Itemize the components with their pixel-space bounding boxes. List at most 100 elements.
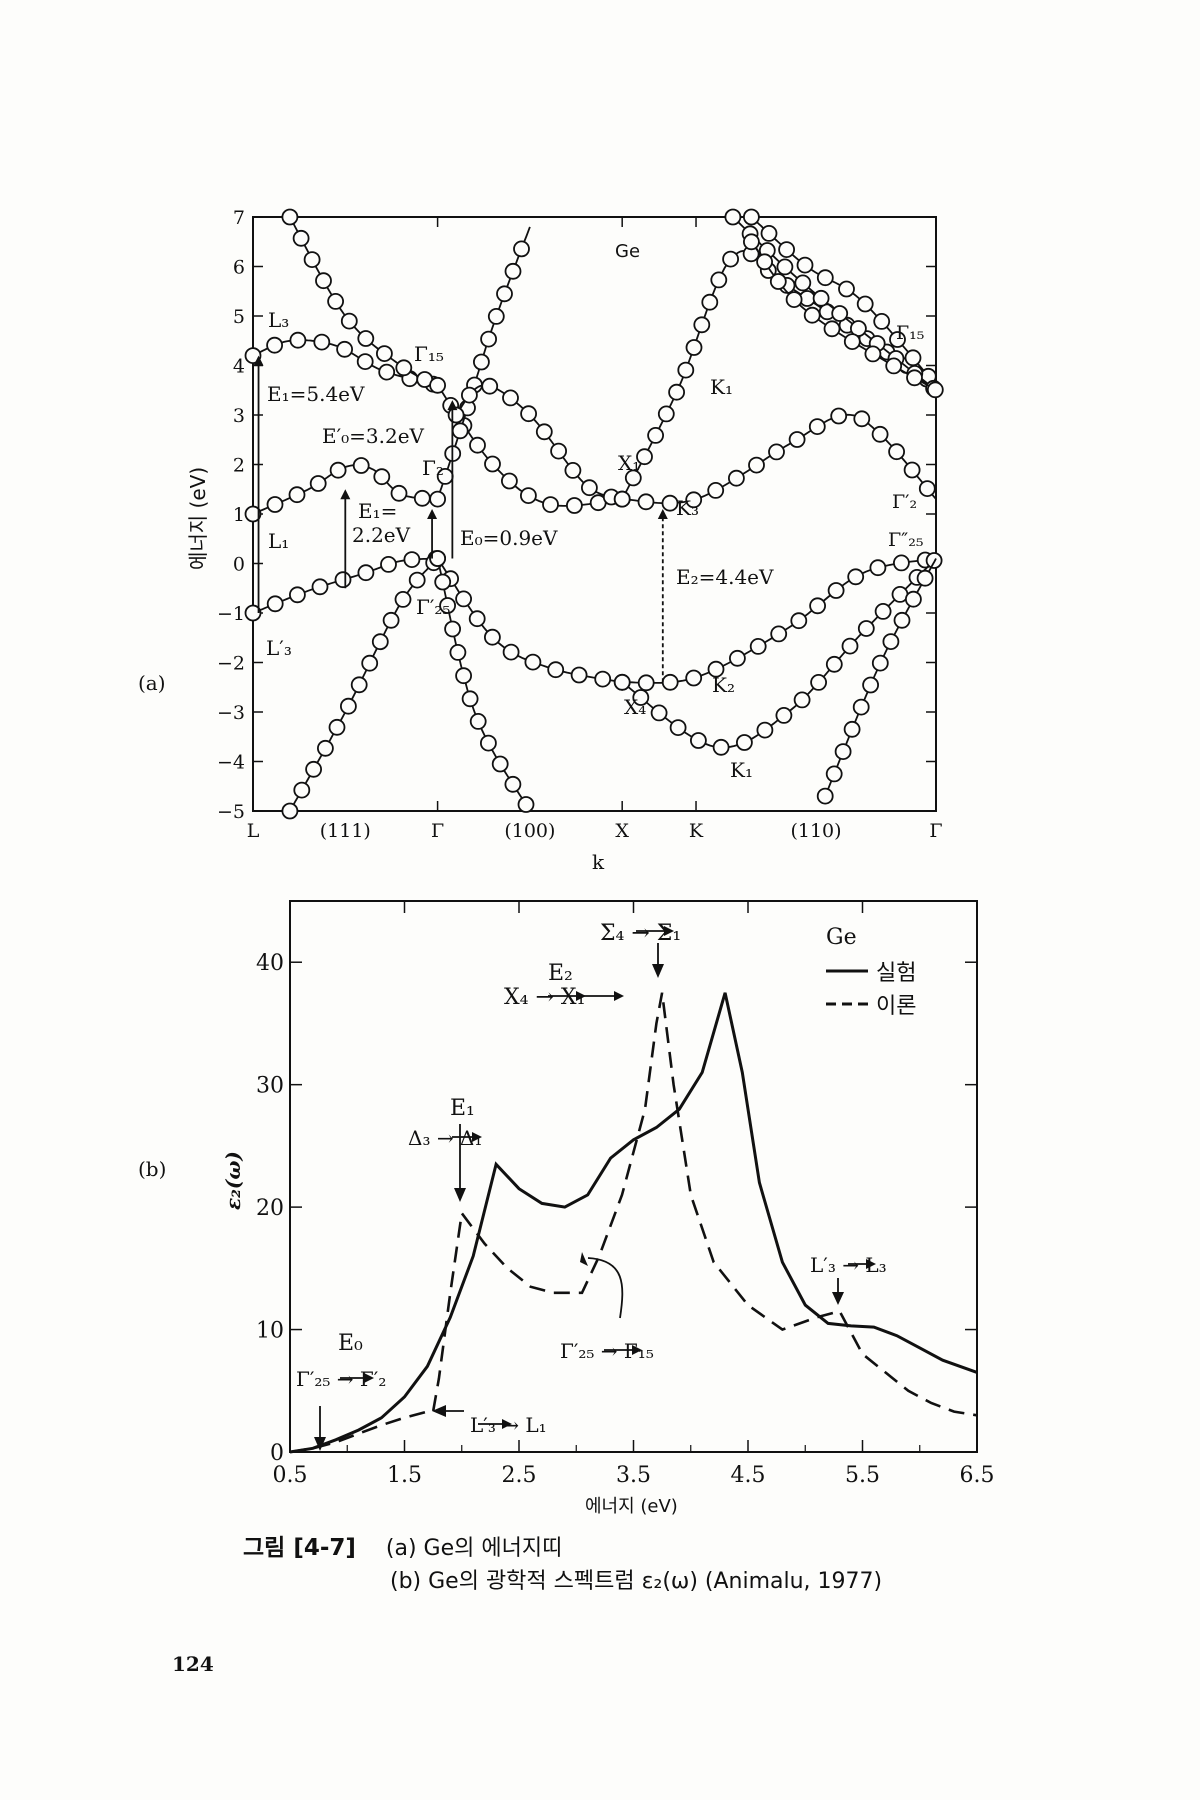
band-point (712, 738, 730, 756)
band-curves (244, 208, 944, 820)
band-point (455, 667, 473, 685)
band-point (825, 655, 843, 673)
band-x-tick-label: X (615, 820, 629, 842)
band-y-tick-label: 2 (233, 455, 245, 477)
spectrum-x-tick-label: 2.5 (502, 1463, 537, 1488)
band-point (502, 643, 520, 661)
band-point (776, 258, 794, 276)
band-point (455, 590, 473, 608)
panel-b-label: (b) (138, 1157, 166, 1181)
band-point (874, 603, 892, 620)
band-point (637, 674, 655, 692)
band-point (808, 418, 826, 436)
band-y-tick-label: 1 (233, 504, 245, 526)
annot-E2: E₂ (548, 961, 573, 986)
band-point (905, 590, 922, 608)
band-point (809, 597, 826, 615)
band-point (650, 704, 668, 722)
band-point (736, 734, 753, 751)
band-point (624, 469, 642, 487)
band-point (408, 571, 426, 589)
annot-Sigma4-Sigma1: Σ₄ → Σ₁ (600, 921, 681, 946)
band-point (357, 330, 375, 347)
band-point (375, 345, 393, 363)
band-point (803, 306, 821, 324)
band-point (328, 718, 346, 736)
arrow-head (447, 400, 458, 411)
band-point (841, 637, 859, 655)
arrow-head (427, 509, 438, 520)
band-point (882, 633, 900, 650)
band-point (926, 381, 944, 399)
band-point (743, 208, 760, 226)
band-point (281, 208, 299, 226)
label-Gamma2-prime: Γ′₂ (892, 491, 917, 513)
band-point (871, 425, 889, 443)
band-point (756, 253, 773, 271)
band-point (707, 660, 725, 678)
band-point (710, 271, 728, 289)
band-line (436, 558, 531, 812)
band-point (395, 359, 413, 377)
band-point (857, 620, 875, 637)
band-point (378, 363, 396, 381)
band-point (827, 582, 845, 599)
figure-caption: 그림 [4-7] (a) Ge의 에너지띠 (243, 1528, 562, 1562)
band-point (690, 732, 707, 749)
spectrum-y-axis-label: ε₂(ω) (221, 1151, 245, 1210)
band-point (693, 316, 711, 334)
spectrum-y-tick-label: 20 (256, 1196, 284, 1221)
band-point (838, 280, 855, 298)
band-point (728, 469, 745, 487)
band-point (904, 349, 922, 367)
band-x-tick-label: Γ (929, 820, 942, 842)
band-point (429, 490, 447, 508)
band-point (903, 461, 921, 479)
band-point (657, 405, 675, 423)
band-point (760, 224, 778, 242)
band-point (373, 468, 391, 486)
band-point (661, 673, 679, 691)
band-material-label: Ge (615, 241, 640, 262)
band-point (524, 653, 542, 671)
spectrum-x-tick-label: 4.5 (731, 1463, 766, 1488)
band-point (547, 661, 565, 679)
caption-figure-number: 그림 [4-7] (243, 1535, 356, 1561)
band-point (852, 698, 870, 716)
band-point (394, 591, 412, 608)
band-point (292, 229, 310, 247)
band-point (266, 336, 284, 354)
label-Gamma25-prime: Γ′₂₅ (416, 595, 450, 619)
band-point (313, 333, 331, 351)
annot-E0-transition: Γ′₂₅ → Γ′₂ (296, 1367, 386, 1391)
band-point (869, 559, 887, 577)
band-point (390, 484, 408, 502)
caption-line-b-wrap: (b) Ge의 광학적 스펙트럼 ε₂(ω) (Animalu, 1977) (390, 1563, 882, 1595)
arrow-head (657, 509, 668, 520)
band-point (916, 569, 934, 587)
band-point (885, 357, 903, 375)
band-point (461, 690, 479, 708)
band-point (316, 739, 334, 757)
label-K2: K₂ (712, 673, 735, 697)
panel-a-label: (a) (138, 671, 166, 695)
caption-line-a: (a) Ge의 에너지띠 (385, 1536, 563, 1561)
band-point (336, 340, 354, 358)
band-point (632, 689, 650, 706)
band-point (843, 720, 861, 738)
band-point (816, 269, 834, 287)
band-x-tick-label: L (247, 820, 260, 842)
band-y-tick-label: −5 (217, 801, 245, 823)
annot-E1-transition: Δ₃ → Δ₁ (408, 1126, 482, 1150)
band-point (862, 676, 879, 694)
label-Gamma15-right: Γ₁₅ (896, 322, 924, 344)
band-point (701, 293, 719, 311)
arrow-head (253, 355, 264, 366)
band-point (871, 654, 889, 672)
band-point (480, 330, 498, 348)
band-y-tick-label: −4 (217, 752, 245, 774)
band-point (413, 489, 431, 507)
band-point (834, 743, 852, 760)
band-point (315, 272, 332, 290)
band-point (550, 442, 567, 460)
